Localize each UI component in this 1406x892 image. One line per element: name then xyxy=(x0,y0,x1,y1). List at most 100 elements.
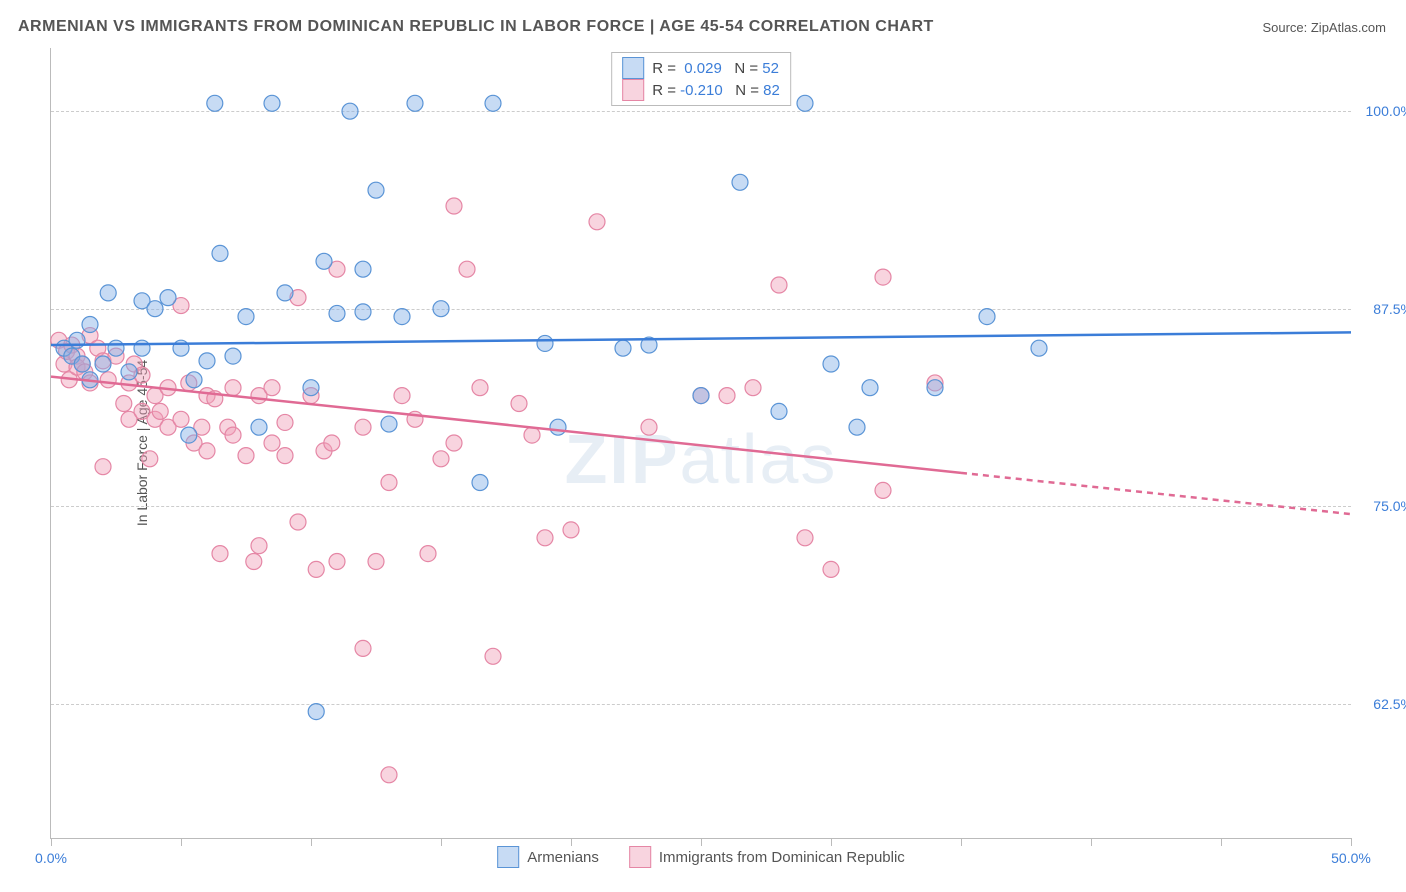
legend-row-1: R = 0.029 N = 52 xyxy=(622,57,780,79)
x-tick-label: 0.0% xyxy=(35,850,67,866)
scatter-point xyxy=(95,459,111,475)
scatter-point xyxy=(142,451,158,467)
scatter-point xyxy=(329,554,345,570)
scatter-point xyxy=(308,704,324,720)
scatter-point xyxy=(368,554,384,570)
scatter-point xyxy=(173,411,189,427)
scatter-point xyxy=(875,269,891,285)
scatter-point xyxy=(160,290,176,306)
scatter-point xyxy=(381,475,397,491)
scatter-point xyxy=(316,253,332,269)
scatter-point xyxy=(100,285,116,301)
source-link[interactable]: ZipAtlas.com xyxy=(1311,20,1386,35)
series-legend-item-1: Armenians xyxy=(497,846,599,868)
scatter-point xyxy=(823,356,839,372)
scatter-point xyxy=(641,419,657,435)
scatter-point xyxy=(264,380,280,396)
scatter-point xyxy=(251,538,267,554)
scatter-point xyxy=(381,416,397,432)
scatter-point xyxy=(199,443,215,459)
scatter-point xyxy=(485,95,501,111)
scatter-point xyxy=(550,419,566,435)
plot-area: In Labor Force | Age 45-54 ZIPatlas 62.5… xyxy=(50,48,1351,839)
scatter-point xyxy=(615,340,631,356)
scatter-point xyxy=(212,546,228,562)
chart-title: ARMENIAN VS IMMIGRANTS FROM DOMINICAN RE… xyxy=(18,18,934,36)
scatter-point xyxy=(693,388,709,404)
scatter-point xyxy=(108,340,124,356)
scatter-point xyxy=(355,640,371,656)
scatter-point xyxy=(732,174,748,190)
scatter-point xyxy=(324,435,340,451)
scatter-point xyxy=(212,245,228,261)
scatter-point xyxy=(407,95,423,111)
trend-line xyxy=(51,332,1351,345)
scatter-point xyxy=(277,448,293,464)
scatter-point xyxy=(181,427,197,443)
legend-text-1: R = 0.029 N = 52 xyxy=(652,60,779,77)
scatter-point xyxy=(472,380,488,396)
scatter-point xyxy=(433,301,449,317)
scatter-svg xyxy=(51,48,1351,838)
scatter-point xyxy=(355,419,371,435)
trend-line-dashed xyxy=(961,473,1351,514)
scatter-point xyxy=(152,403,168,419)
legend-swatch-blue xyxy=(622,57,644,79)
scatter-point xyxy=(745,380,761,396)
scatter-point xyxy=(355,304,371,320)
scatter-point xyxy=(303,380,319,396)
scatter-point xyxy=(329,305,345,321)
chart-container: ARMENIAN VS IMMIGRANTS FROM DOMINICAN RE… xyxy=(0,0,1406,892)
scatter-point xyxy=(100,372,116,388)
scatter-point xyxy=(719,388,735,404)
series-legend-item-2: Immigrants from Dominican Republic xyxy=(629,846,905,868)
scatter-point xyxy=(862,380,878,396)
scatter-point xyxy=(207,95,223,111)
scatter-point xyxy=(797,95,813,111)
scatter-point xyxy=(147,301,163,317)
scatter-point xyxy=(134,340,150,356)
scatter-point xyxy=(394,388,410,404)
scatter-point xyxy=(823,561,839,577)
scatter-point xyxy=(225,427,241,443)
scatter-point xyxy=(589,214,605,230)
source-prefix: Source: xyxy=(1262,20,1310,35)
scatter-point xyxy=(355,261,371,277)
scatter-point xyxy=(446,435,462,451)
series-name-1: Armenians xyxy=(527,849,599,866)
scatter-point xyxy=(771,277,787,293)
scatter-point xyxy=(290,514,306,530)
scatter-point xyxy=(264,435,280,451)
legend-row-2: R = -0.210 N = 82 xyxy=(622,79,780,101)
scatter-point xyxy=(927,380,943,396)
scatter-point xyxy=(225,348,241,364)
scatter-point xyxy=(446,198,462,214)
scatter-point xyxy=(199,353,215,369)
scatter-point xyxy=(472,475,488,491)
scatter-point xyxy=(394,309,410,325)
scatter-point xyxy=(979,309,995,325)
scatter-point xyxy=(433,451,449,467)
scatter-point xyxy=(116,396,132,412)
scatter-point xyxy=(381,767,397,783)
y-tick-label: 62.5% xyxy=(1357,696,1406,712)
legend-swatch-pink-icon xyxy=(629,846,651,868)
legend-swatch-blue-icon xyxy=(497,846,519,868)
y-tick-label: 87.5% xyxy=(1357,301,1406,317)
scatter-point xyxy=(186,372,202,388)
scatter-point xyxy=(251,419,267,435)
scatter-point xyxy=(74,356,90,372)
scatter-point xyxy=(524,427,540,443)
correlation-legend: R = 0.029 N = 52 R = -0.210 N = 82 xyxy=(611,52,791,106)
scatter-point xyxy=(563,522,579,538)
scatter-point xyxy=(849,419,865,435)
series-legend: Armenians Immigrants from Dominican Repu… xyxy=(497,846,905,868)
scatter-point xyxy=(368,182,384,198)
scatter-point xyxy=(277,414,293,430)
legend-text-2: R = -0.210 N = 82 xyxy=(652,82,780,99)
scatter-point xyxy=(277,285,293,301)
legend-swatch-pink xyxy=(622,79,644,101)
scatter-point xyxy=(1031,340,1047,356)
scatter-point xyxy=(95,356,111,372)
scatter-point xyxy=(238,309,254,325)
